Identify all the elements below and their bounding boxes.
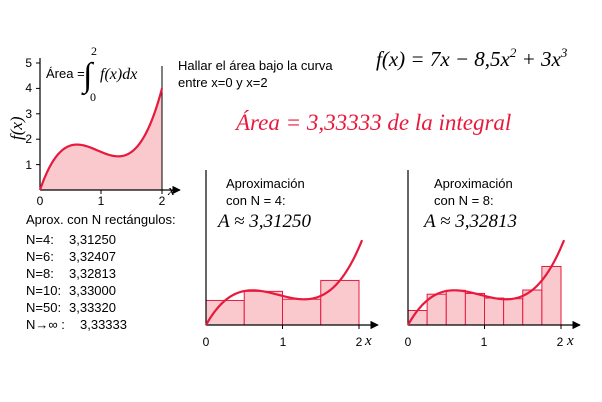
- main-xtick-1: 1: [98, 194, 105, 208]
- main-area-fill: [40, 88, 162, 190]
- main-ytick-1: 1: [25, 158, 32, 172]
- integrand: f(x)dx: [100, 66, 137, 83]
- main-ytick-4: 4: [25, 81, 32, 95]
- row-n-4: N=4:: [26, 232, 54, 247]
- n8-rectangle: [484, 297, 505, 326]
- n8-value: A ≈ 3,32813: [422, 211, 517, 232]
- main-xtick-2: 2: [159, 194, 166, 208]
- n8-rectangle: [464, 292, 486, 326]
- n8-curve: [407, 239, 566, 326]
- row-value-10: 3,33000: [69, 283, 116, 298]
- row-value-6: 3,32407: [69, 249, 116, 264]
- result-text: Área = 3,33333 de la integral: [234, 110, 511, 135]
- n4-title: Aproximación: [226, 176, 305, 191]
- row-n-8: N=8:: [26, 266, 54, 281]
- n8-subtitle: con N = 8:: [434, 193, 494, 208]
- main-curve: [38, 88, 164, 191]
- approx-plot-n8: 0 1 2 x Aproximación con N = 8: A ≈ 3,32…: [405, 170, 581, 349]
- main-plot: 1 2 3 4 5 0 1 2 x f(x) Área = ∫ 2 0 f(x)…: [7, 44, 181, 208]
- approx-table-title: Aprox. con N rectángulos:: [26, 212, 176, 227]
- area-label: Área =: [46, 66, 85, 81]
- row-n-10: N=10:: [26, 283, 61, 298]
- row-value-50: 3,33320: [69, 300, 116, 315]
- n4-rectangle: [320, 279, 360, 326]
- n4-rectangle: [205, 299, 245, 326]
- n4-curve: [205, 239, 364, 326]
- n8-rectangle: [407, 309, 428, 326]
- n8-rectangle: [503, 298, 524, 326]
- n4-x-label: x: [364, 333, 372, 349]
- n4-xtick-2: 2: [356, 335, 363, 349]
- row-value-infinity: 3,33333: [80, 317, 127, 332]
- task-line-1: Hallar el área bajo la curva: [178, 58, 333, 73]
- row-value-8: 3,32813: [69, 266, 116, 281]
- n4-subtitle: con N = 4:: [226, 193, 286, 208]
- integral-lower-limit: 0: [90, 90, 96, 104]
- main-ytick-3: 3: [25, 107, 32, 121]
- n8-xtick-0: 0: [405, 335, 412, 349]
- n8-xtick-2: 2: [557, 335, 564, 349]
- approx-plot-n4: 0 1 2 x Aproximación con N = 4: A ≈ 3,31…: [203, 170, 379, 349]
- task-line-2: entre x=0 y x=2: [178, 75, 268, 90]
- main-y-label: f(x): [7, 116, 26, 140]
- n4-xtick-1: 1: [280, 335, 287, 349]
- n4-rectangle: [243, 290, 283, 326]
- n4-xtick-0: 0: [203, 335, 210, 349]
- n8-x-label: x: [566, 333, 574, 349]
- main-xtick-0: 0: [37, 194, 44, 208]
- integral-sign: ∫: [81, 57, 95, 96]
- function-formula: f(x) = 7x − 8,5x2 + 3x3: [376, 45, 568, 71]
- n8-rectangle: [445, 289, 466, 326]
- row-n-6: N=6:: [26, 249, 54, 264]
- row-n-infinity: N→∞ :: [26, 317, 65, 332]
- n8-title: Aproximación: [434, 176, 513, 191]
- main-ytick-5: 5: [25, 56, 32, 70]
- main-x-label: x: [167, 183, 175, 199]
- n4-value: A ≈ 3,31250: [216, 211, 311, 232]
- approx-table: Aprox. con N rectángulos: N=4: 3,31250 N…: [26, 212, 176, 332]
- n4-rectangle: [282, 298, 322, 326]
- n8-xtick-1: 1: [481, 335, 488, 349]
- row-n-50: N=50:: [26, 300, 61, 315]
- row-value-4: 3,31250: [69, 232, 116, 247]
- integral-upper-limit: 2: [91, 44, 97, 58]
- main-ytick-2: 2: [25, 132, 32, 146]
